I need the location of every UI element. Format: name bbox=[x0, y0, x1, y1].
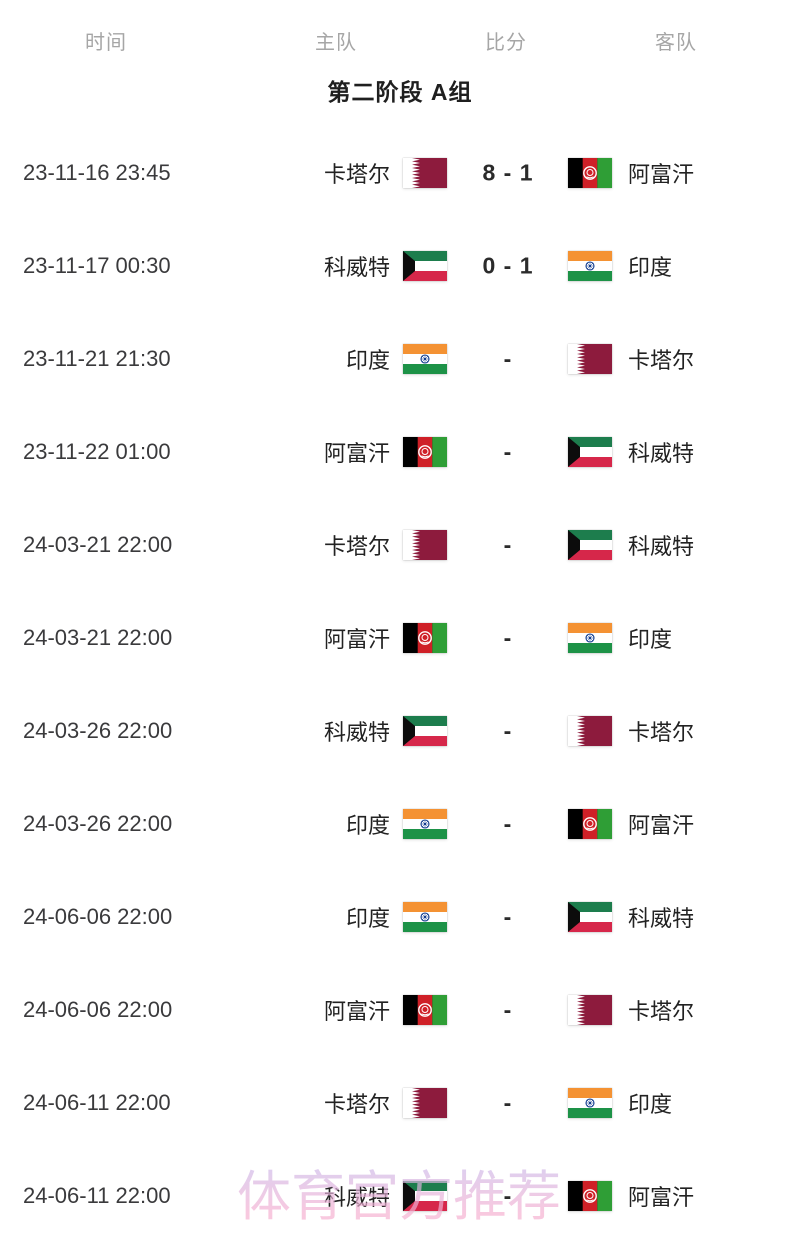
match-score: - bbox=[503, 1182, 513, 1208]
india-flag bbox=[568, 1087, 612, 1118]
match-time: 23-11-22 01:00 bbox=[23, 438, 171, 464]
match-time: 23-11-21 21:30 bbox=[23, 345, 171, 371]
match-score: - bbox=[503, 624, 513, 650]
match-score: - bbox=[503, 996, 513, 1022]
match-score: - bbox=[503, 531, 513, 557]
header-away: 客队 bbox=[655, 32, 697, 54]
match-time: 23-11-17 00:30 bbox=[23, 252, 171, 278]
qatar-flag bbox=[568, 715, 612, 746]
match-score: - bbox=[503, 345, 513, 371]
home-team-name: 印度 bbox=[345, 905, 390, 931]
home-team-name: 卡塔尔 bbox=[323, 1091, 390, 1117]
home-team-name: 印度 bbox=[345, 347, 390, 373]
match-score: - bbox=[503, 1089, 513, 1115]
india-flag bbox=[403, 808, 447, 839]
header-home: 主队 bbox=[315, 32, 357, 54]
match-time: 24-03-26 22:00 bbox=[23, 810, 173, 836]
match-time: 24-06-06 22:00 bbox=[23, 996, 173, 1022]
qatar-flag bbox=[403, 529, 447, 560]
away-team-name: 科威特 bbox=[628, 533, 695, 559]
match-row[interactable]: 24-03-21 22:00 阿富汗 - 印度 bbox=[0, 591, 800, 684]
kuwait-flag bbox=[403, 715, 447, 746]
match-score: - bbox=[503, 717, 513, 743]
match-row[interactable]: 24-03-21 22:00 卡塔尔 - 科威特 bbox=[0, 498, 800, 591]
home-team-name: 科威特 bbox=[323, 1184, 390, 1210]
india-flag bbox=[403, 901, 447, 932]
away-team-name: 阿富汗 bbox=[628, 161, 695, 187]
kuwait-flag bbox=[568, 436, 612, 467]
match-list: 23-11-16 23:45 卡塔尔 8 - 1 阿富汗 23-11-17 00… bbox=[0, 126, 800, 1233]
home-team-name: 科威特 bbox=[323, 719, 390, 745]
afghanistan-flag bbox=[403, 994, 447, 1025]
qatar-flag bbox=[568, 994, 612, 1025]
match-row[interactable]: 23-11-16 23:45 卡塔尔 8 - 1 阿富汗 bbox=[0, 126, 800, 219]
qatar-flag bbox=[568, 343, 612, 374]
qatar-flag bbox=[403, 157, 447, 188]
match-row[interactable]: 24-06-11 22:00 卡塔尔 - 印度 bbox=[0, 1056, 800, 1149]
kuwait-flag bbox=[403, 250, 447, 281]
match-time: 24-06-11 22:00 bbox=[23, 1089, 171, 1115]
away-team-name: 卡塔尔 bbox=[628, 347, 695, 373]
match-score: - bbox=[503, 903, 513, 929]
section-title: 第二阶段 A组 bbox=[327, 79, 473, 105]
match-score: 0 - 1 bbox=[482, 252, 534, 278]
header-score: 比分 bbox=[485, 32, 527, 54]
afghanistan-flag bbox=[568, 157, 612, 188]
away-team-name: 印度 bbox=[628, 626, 673, 652]
away-team-name: 印度 bbox=[628, 1091, 673, 1117]
india-flag bbox=[568, 250, 612, 281]
qatar-flag bbox=[403, 1087, 447, 1118]
afghanistan-flag bbox=[403, 622, 447, 653]
match-time: 24-06-11 22:00 bbox=[23, 1182, 171, 1208]
match-row[interactable]: 24-03-26 22:00 印度 - 阿富汗 bbox=[0, 777, 800, 870]
header-time: 时间 bbox=[85, 32, 127, 54]
match-time: 24-03-26 22:00 bbox=[23, 717, 173, 743]
match-time: 24-03-21 22:00 bbox=[23, 531, 173, 557]
away-team-name: 卡塔尔 bbox=[628, 998, 695, 1024]
away-team-name: 印度 bbox=[628, 254, 673, 280]
match-time: 24-06-06 22:00 bbox=[23, 903, 173, 929]
afghanistan-flag bbox=[568, 1180, 612, 1211]
away-team-name: 卡塔尔 bbox=[628, 719, 695, 745]
match-score: - bbox=[503, 810, 513, 836]
kuwait-flag bbox=[403, 1180, 447, 1211]
india-flag bbox=[403, 343, 447, 374]
home-team-name: 科威特 bbox=[323, 254, 390, 280]
kuwait-flag bbox=[568, 529, 612, 560]
away-team-name: 科威特 bbox=[628, 440, 695, 466]
match-score: - bbox=[503, 438, 513, 464]
table-header: 时间 主队 比分 客队 bbox=[0, 26, 800, 54]
away-team-name: 阿富汗 bbox=[628, 1184, 695, 1210]
kuwait-flag bbox=[568, 901, 612, 932]
home-team-name: 卡塔尔 bbox=[323, 533, 390, 559]
match-row[interactable]: 24-06-06 22:00 印度 - 科威特 bbox=[0, 870, 800, 963]
india-flag bbox=[568, 622, 612, 653]
match-row[interactable]: 24-03-26 22:00 科威特 - 卡塔尔 bbox=[0, 684, 800, 777]
home-team-name: 阿富汗 bbox=[323, 998, 390, 1024]
match-row[interactable]: 23-11-22 01:00 阿富汗 - 科威特 bbox=[0, 405, 800, 498]
away-team-name: 阿富汗 bbox=[628, 812, 695, 838]
match-row[interactable]: 23-11-21 21:30 印度 - 卡塔尔 bbox=[0, 312, 800, 405]
match-time: 23-11-16 23:45 bbox=[23, 159, 171, 185]
match-time: 24-03-21 22:00 bbox=[23, 624, 173, 650]
away-team-name: 科威特 bbox=[628, 905, 695, 931]
match-row[interactable]: 23-11-17 00:30 科威特 0 - 1 印度 bbox=[0, 219, 800, 312]
home-team-name: 阿富汗 bbox=[323, 440, 390, 466]
match-row[interactable]: 24-06-11 22:00 科威特 - 阿富汗 bbox=[0, 1149, 800, 1233]
afghanistan-flag bbox=[568, 808, 612, 839]
match-row[interactable]: 24-06-06 22:00 阿富汗 - 卡塔尔 bbox=[0, 963, 800, 1056]
home-team-name: 印度 bbox=[345, 812, 390, 838]
home-team-name: 卡塔尔 bbox=[323, 161, 390, 187]
match-score: 8 - 1 bbox=[482, 159, 534, 185]
home-team-name: 阿富汗 bbox=[323, 626, 390, 652]
afghanistan-flag bbox=[403, 436, 447, 467]
